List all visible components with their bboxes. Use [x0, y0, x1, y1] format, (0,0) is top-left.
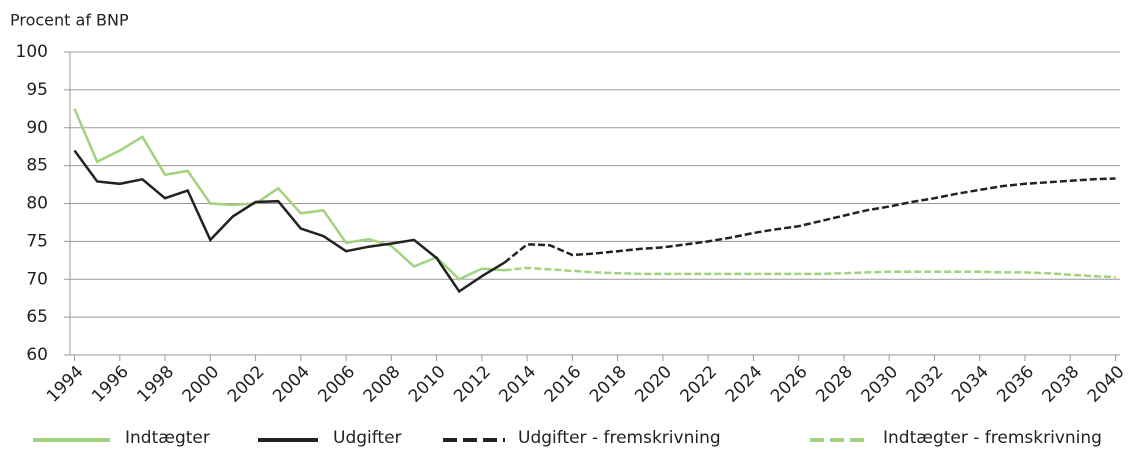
y-tick-label: 75 — [26, 231, 48, 251]
x-tick-label: 2020 — [631, 362, 676, 407]
x-tick-label: 2022 — [676, 362, 721, 407]
x-tick-label: 2024 — [722, 362, 767, 407]
y-tick-label: 85 — [26, 156, 48, 176]
y-tick-label: 70 — [26, 269, 48, 289]
y-tick-label: 60 — [26, 345, 48, 365]
series-line — [73, 149, 506, 294]
y-tick-label: 100 — [16, 42, 48, 62]
legend-label: Indtægter - fremskrivning — [883, 428, 1102, 448]
legend-label: Indtægter — [125, 428, 210, 448]
series-line — [73, 108, 505, 281]
x-tick-label: 2040 — [1084, 362, 1129, 407]
series-line — [504, 266, 1116, 279]
x-tick-label: 2016 — [541, 362, 586, 407]
y-axis-label: Procent af BNP — [10, 11, 129, 30]
x-tick-label: 2030 — [858, 362, 903, 407]
x-tick-label: 1994 — [43, 362, 88, 407]
series-line — [503, 177, 1116, 264]
y-tick-label: 80 — [26, 194, 48, 214]
legend-label: Udgifter - fremskrivning — [518, 428, 721, 448]
x-tick-label: 2010 — [405, 362, 450, 407]
x-tick-label: 2036 — [993, 362, 1038, 407]
y-tick-label: 95 — [26, 80, 48, 100]
x-tick-label: 2034 — [948, 362, 993, 407]
x-tick-label: 2026 — [767, 362, 812, 407]
x-tick-label: 2006 — [314, 362, 359, 407]
x-tick-label: 2012 — [450, 362, 495, 407]
y-tick-label: 65 — [26, 307, 48, 327]
x-tick-label: 1996 — [88, 362, 133, 407]
x-tick-label: 2028 — [812, 362, 857, 407]
x-tick-label: 2004 — [269, 362, 314, 407]
x-tick-label: 2014 — [495, 362, 540, 407]
x-tick-label: 2038 — [1039, 362, 1084, 407]
x-tick-label: 2002 — [224, 362, 269, 407]
x-tick-label: 1998 — [133, 362, 178, 407]
x-tick-label: 2008 — [360, 362, 405, 407]
x-tick-label: 2018 — [586, 362, 631, 407]
y-tick-label: 90 — [26, 118, 48, 138]
legend-label: Udgifter — [333, 428, 402, 448]
x-tick-label: 2032 — [903, 362, 948, 407]
x-tick-label: 2000 — [179, 362, 224, 407]
